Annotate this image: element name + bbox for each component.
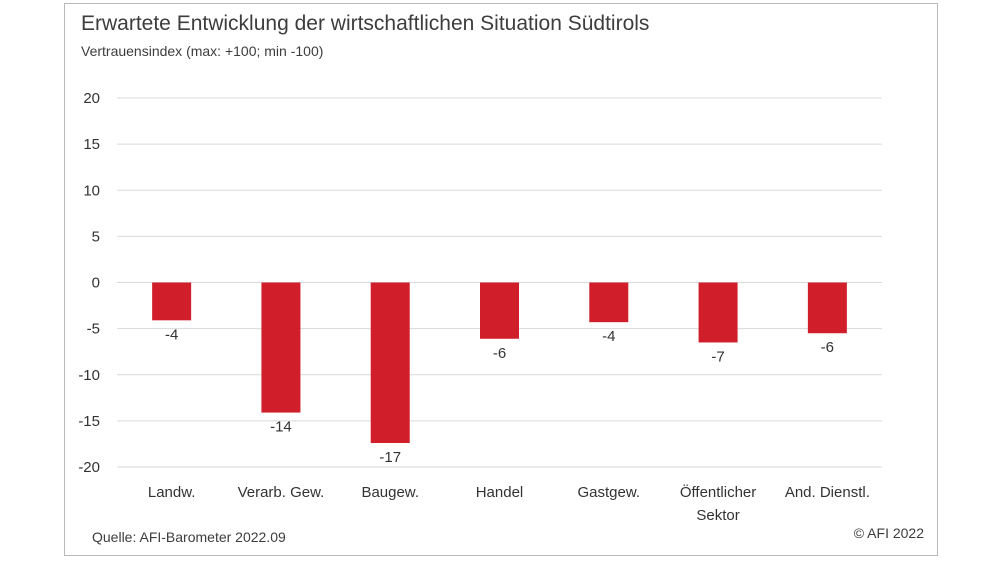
bar (480, 282, 519, 339)
y-tick-label: 5 (92, 228, 100, 245)
y-tick-label: -20 (78, 459, 100, 476)
x-category-label: And. Dienstl. (785, 484, 870, 501)
x-category-label: Baugew. (361, 484, 419, 501)
value-label: -14 (270, 419, 292, 436)
y-tick-label: 15 (83, 136, 100, 153)
y-tick-label: -15 (78, 413, 100, 430)
bar (589, 282, 629, 323)
value-labels: -4 -14 -17 -6 -4 -7 -6 (165, 326, 834, 466)
value-label: -4 (602, 328, 615, 345)
y-tick-label: 20 (83, 90, 100, 107)
chart-frame (64, 3, 938, 556)
y-axis-ticks: 20 15 10 5 0 -5 -10 -15 -20 (78, 90, 100, 476)
bar (261, 282, 301, 413)
bar (152, 282, 192, 321)
x-axis-labels: Landw. Verarb. Gew. Baugew. Handel Gastgew. Ö… (148, 483, 870, 524)
y-tick-label: -10 (78, 367, 100, 384)
bar (370, 282, 410, 444)
x-category-label: Sektor (696, 507, 739, 524)
value-label: -6 (493, 345, 506, 362)
y-tick-label: 0 (92, 275, 100, 292)
copyright-note: © AFI 2022 (853, 525, 924, 541)
bar (698, 282, 738, 343)
chart-title: Erwartete Entwicklung der wirtschaftlich… (81, 12, 650, 35)
bars (152, 282, 847, 444)
x-category-label: Öffentlicher (680, 483, 756, 501)
value-label: -7 (711, 348, 724, 365)
chart-subtitle: Vertrauensindex (max: +100; min -100) (81, 43, 324, 59)
x-category-label: Gastgew. (578, 484, 641, 501)
x-category-label: Verarb. Gew. (238, 484, 325, 501)
y-tick-label: 10 (83, 182, 100, 199)
x-category-label: Handel (476, 484, 524, 501)
value-label: -6 (821, 339, 834, 356)
bar (807, 282, 847, 334)
source-note: Quelle: AFI-Barometer 2022.09 (92, 529, 286, 545)
y-tick-label: -5 (87, 321, 100, 338)
x-category-label: Landw. (148, 484, 196, 501)
value-label: -4 (165, 326, 178, 343)
value-label: -17 (379, 449, 401, 466)
